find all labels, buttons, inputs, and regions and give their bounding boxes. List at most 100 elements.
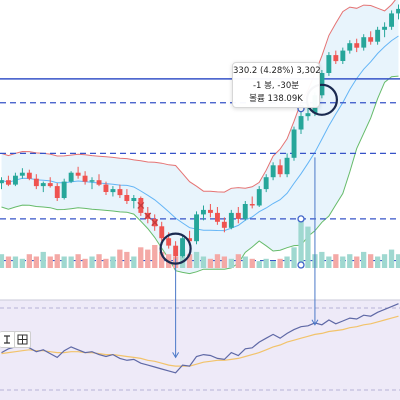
- indicator-line: [1, 303, 399, 374]
- volume-bar-11: [75, 254, 81, 268]
- candle-body-3: [19, 172, 25, 176]
- volume-bar-9: [61, 256, 67, 268]
- volume-bar-5: [33, 256, 39, 268]
- candle-body-10: [68, 172, 74, 182]
- indicator-pane-background: [0, 300, 400, 400]
- volume-bar-54: [375, 256, 381, 268]
- candle-body-7: [47, 183, 53, 187]
- candle-body-15: [103, 184, 109, 192]
- volume-bar-3: [19, 258, 25, 268]
- volume-bar-10: [68, 256, 74, 268]
- candle-body-36: [249, 204, 255, 206]
- candle-body-56: [389, 13, 394, 27]
- volume-bar-13: [89, 256, 95, 268]
- volume-bar-33: [228, 258, 234, 268]
- cross-mark-0: [137, 202, 145, 209]
- volume-bar-21: [145, 249, 151, 268]
- volume-bar-35: [242, 256, 248, 268]
- candle-body-27: [187, 238, 192, 242]
- candle-body-25: [173, 245, 179, 257]
- candle-body-49: [340, 50, 346, 61]
- volume-bar-41: [284, 256, 290, 268]
- volume-bar-15: [103, 258, 109, 268]
- volume-bar-34: [235, 254, 241, 268]
- volume-bar-7: [47, 256, 53, 268]
- volume-bar-28: [193, 251, 200, 268]
- candle-body-47: [326, 55, 332, 73]
- tooltip-price-change: 330.2 (4.28%) 3,302: [233, 66, 321, 76]
- candle-body-48: [333, 55, 339, 62]
- candle-body-41: [284, 157, 290, 175]
- lower-band-line: [1, 75, 399, 275]
- candle-body-17: [117, 189, 123, 196]
- volume-bar-46: [319, 251, 325, 268]
- tooltip-bar-offset: -1 봉, -30분: [252, 81, 300, 91]
- candle-body-38: [263, 177, 269, 190]
- candle-body-44: [305, 113, 311, 117]
- volume-bar-50: [347, 254, 353, 268]
- candle-body-1: [6, 180, 11, 185]
- candle-body-2: [13, 175, 18, 185]
- volume-bar-51: [354, 256, 360, 268]
- candle-body-12: [82, 175, 88, 182]
- volume-bar-57: [395, 254, 400, 268]
- volume-bar-26: [179, 249, 186, 268]
- band-fill: [1, 0, 399, 274]
- volume-bar-47: [326, 256, 332, 268]
- candle-body-53: [368, 37, 374, 42]
- volume-bar-39: [270, 261, 276, 268]
- highlight-circle-0: [159, 232, 192, 265]
- volume-bar-53: [368, 254, 374, 268]
- volume-bar-4: [26, 254, 32, 268]
- crosshair-tooltip: 330.2 (4.28%) 3,302 -1 봉, -30분 볼륨 138.09…: [232, 62, 321, 108]
- candle-body-35: [242, 204, 248, 219]
- candle-body-30: [208, 209, 213, 213]
- volume-bar-8: [54, 254, 60, 268]
- volume-bar-49: [340, 256, 346, 268]
- candle-body-52: [361, 37, 367, 48]
- tooltip-volume: 볼륨 138.09K: [249, 94, 303, 104]
- candle-body-57: [396, 8, 400, 14]
- volume-bar-2: [12, 256, 19, 268]
- candle-body-5: [33, 178, 39, 187]
- candle-body-34: [235, 212, 241, 219]
- indicator-signal-line: [1, 315, 399, 367]
- candle-body-19: [131, 198, 137, 201]
- candle-body-42: [291, 129, 297, 158]
- volume-bar-18: [124, 251, 130, 268]
- volume-bar-12: [82, 258, 88, 268]
- candle-body-26: [180, 238, 185, 257]
- volume-bar-52: [361, 251, 367, 268]
- candle-body-16: [110, 189, 116, 193]
- candle-body-6: [40, 183, 46, 187]
- volume-bar-30: [207, 258, 214, 268]
- candle-body-24: [166, 238, 172, 246]
- candle-body-54: [375, 29, 381, 42]
- volume-bar-42: [291, 247, 297, 268]
- candle-body-8: [54, 186, 60, 198]
- volume-bar-36: [249, 258, 255, 268]
- candle-body-0: [0, 180, 4, 184]
- upper-band-line: [1, 0, 396, 193]
- volume-bar-43: [298, 217, 304, 268]
- arrow-head-1: [311, 319, 319, 326]
- crosshair-icon[interactable]: [14, 331, 31, 348]
- volume-bar-56: [388, 249, 395, 268]
- volume-bar-0: [0, 254, 5, 268]
- cross-mark-1: [144, 212, 152, 220]
- volume-bar-20: [138, 247, 144, 268]
- volume-bar-19: [131, 256, 137, 268]
- volume-bar-37: [256, 261, 262, 268]
- volume-bar-6: [40, 251, 46, 268]
- cross-mark-2: [151, 219, 159, 227]
- volume-bar-16: [110, 256, 116, 268]
- volume-bar-40: [277, 258, 283, 268]
- candle-body-23: [159, 226, 165, 239]
- candle-body-31: [215, 212, 220, 222]
- candle-body-55: [382, 26, 387, 30]
- candle-body-28: [194, 214, 199, 242]
- candle-body-13: [89, 180, 95, 182]
- volume-bar-23: [159, 251, 165, 268]
- candle-body-18: [124, 195, 130, 201]
